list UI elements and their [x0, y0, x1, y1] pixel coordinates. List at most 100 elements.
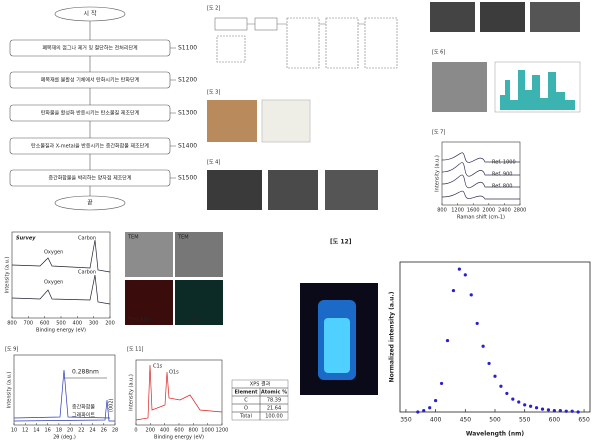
figure-title: [도 6] — [432, 50, 445, 56]
legend-label: 중간화합물 — [72, 404, 95, 411]
x-tick-label: 28 — [112, 428, 118, 434]
x-tick-label: 500 — [56, 321, 66, 327]
data-point — [475, 321, 479, 326]
eds-bars — [500, 70, 575, 110]
data-point — [445, 338, 450, 343]
x-tick-label: 14 — [33, 428, 39, 434]
data-point — [540, 407, 545, 411]
sem-image — [325, 170, 378, 210]
peak-label: (002) — [109, 399, 115, 412]
table-text: 78.39 — [267, 398, 281, 404]
data-point — [493, 374, 497, 378]
label: 시 작 — [84, 11, 97, 18]
x-axis-label: Wavelength (nm) — [466, 431, 525, 438]
sem-image — [207, 170, 262, 210]
plot-frame — [441, 141, 521, 206]
y-axis-label: Intensity (a.u.) — [7, 372, 13, 409]
data-point — [439, 381, 444, 386]
figure-title: [도 2] — [207, 6, 220, 12]
x-tick-label: 450 — [460, 417, 472, 424]
figure-title: [도 7] — [432, 130, 445, 136]
curve — [11, 239, 111, 273]
data-point — [451, 288, 456, 293]
step-text: 탄화물을 활성화 반응시키는 탄소물질 제조단계 — [41, 110, 140, 117]
data-point — [546, 408, 551, 412]
x-tick-label: 800 — [189, 428, 199, 434]
curve — [135, 364, 223, 421]
label: 끝 — [87, 200, 93, 207]
peak-label: Oxygen — [44, 280, 63, 286]
data-point — [517, 400, 521, 404]
x-tick-label: 10 — [11, 428, 17, 434]
edx-image — [125, 280, 173, 325]
data-point — [558, 408, 562, 413]
x-axis-label: 2θ (deg.) — [53, 435, 76, 441]
data-point — [469, 293, 473, 297]
x-tick-label: 2400 — [498, 208, 511, 214]
image-label: TEM — [127, 235, 139, 241]
vial-glow — [324, 318, 350, 373]
data-point — [505, 391, 509, 396]
x-tick-label: 2000 — [482, 208, 495, 214]
figure-title: [도 3] — [207, 90, 220, 96]
data-point — [523, 403, 527, 407]
chart-title: Survey — [16, 236, 36, 242]
data-point — [434, 398, 438, 403]
x-axis-label: Binding energy (eV) — [36, 328, 86, 334]
table-text: O — [244, 406, 248, 412]
step-label: S1200 — [178, 77, 197, 84]
x-tick-label: 200 — [146, 428, 156, 434]
x-axis-label: Raman shift (cm-1) — [457, 215, 505, 221]
x-tick-label: 24 — [89, 428, 95, 434]
curve — [11, 274, 111, 305]
x-tick-label: 12 — [22, 428, 28, 434]
data-point — [564, 409, 568, 413]
image-label: TEM-EDX — [127, 318, 151, 324]
x-tick-label: 200 — [105, 321, 115, 327]
table-text: C — [244, 398, 248, 404]
curve — [441, 174, 520, 189]
x-tick-label: 400 — [160, 428, 170, 434]
powder-photo — [261, 99, 311, 143]
peak-label: Oxygen — [44, 250, 63, 256]
fig2-diagram — [214, 17, 398, 69]
x-tick-label: 1000 — [201, 428, 214, 434]
x-tick-label: 700 — [24, 321, 34, 327]
figure-title: [도 12] — [330, 239, 352, 246]
y-axis-label: Intensity (a.u.) — [5, 257, 11, 294]
x-tick-label: 500 — [489, 417, 501, 424]
edx-image — [175, 280, 223, 325]
data-point — [534, 406, 539, 410]
step-label: S1500 — [178, 175, 197, 182]
tem-image — [175, 232, 223, 277]
figure-title: [도 9] — [5, 347, 18, 353]
sem-image — [268, 170, 318, 210]
data-point — [463, 273, 467, 277]
sem-image — [480, 2, 525, 32]
x-tick-label: 550 — [519, 417, 531, 424]
end-node — [54, 195, 126, 211]
curve — [13, 369, 111, 419]
x-tick-label: 1200 — [216, 428, 229, 434]
table-caption: XPS 결과 — [250, 381, 271, 388]
x-tick-label: 22 — [78, 428, 84, 434]
x-tick-label: 800 — [7, 321, 17, 327]
figure-title: [도 11] — [127, 347, 144, 353]
x-axis-label: Binding energy (eV) — [154, 435, 204, 441]
step-text: 폐목재의 껍그나 제거 및 절단하는 전처리단계 — [42, 45, 138, 52]
x-tick-label: 300 — [89, 321, 99, 327]
x-tick-label: 2800 — [514, 208, 527, 214]
x-tick-label: 20 — [67, 428, 73, 434]
curve — [441, 162, 520, 177]
x-tick-label: 1200 — [451, 208, 464, 214]
data-point — [428, 406, 432, 410]
tem-image — [432, 62, 487, 112]
x-tick-label: 26 — [101, 428, 107, 434]
table-text: 21.64 — [267, 406, 281, 412]
y-axis-label: Normalized intensity (a.u.) — [389, 291, 396, 382]
plot-frame — [13, 354, 116, 426]
data-point — [416, 410, 420, 414]
x-tick-label: 400 — [73, 321, 83, 327]
curve-label: Ref. 800 — [492, 184, 512, 190]
